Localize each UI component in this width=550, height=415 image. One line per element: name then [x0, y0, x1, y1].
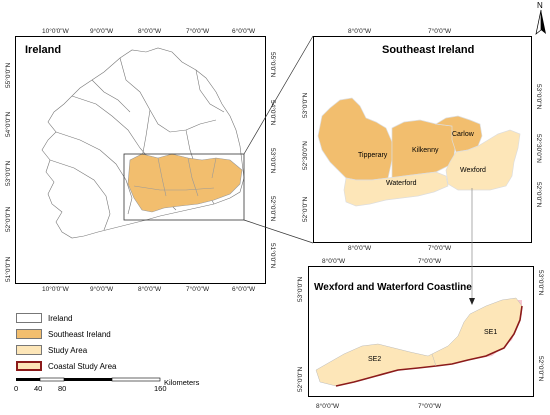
connector-line-bottom — [243, 219, 314, 244]
ireland-bottom-tick: 6°0'0"W — [232, 286, 256, 293]
legend-label: Ireland — [48, 313, 73, 323]
scale-bar-graphic — [16, 377, 161, 382]
legend-item-study-area: Study Area — [16, 345, 87, 355]
southeast-right-tick: 52°30'0"N — [535, 134, 542, 163]
scale-unit-label: Kilometers — [164, 378, 200, 387]
legend-label: Southeast Ireland — [48, 329, 111, 339]
ireland-top-tick: 10°0'0"W — [42, 28, 69, 35]
legend-label: Study Area — [48, 345, 88, 355]
ireland-right-tick: 52°0'0"N — [269, 196, 276, 222]
scale-tick-label: 80 — [58, 384, 67, 393]
southeast-top-tick: 7°0'0"W — [428, 28, 452, 35]
ireland-right-tick: 51°0'0"N — [269, 243, 276, 269]
connector-line-top — [243, 35, 314, 155]
legend-swatch-coastal-study-area — [16, 361, 42, 371]
coastline-top-tick: 7°0'0"W — [418, 258, 442, 265]
county-label-kilkenny: Kilkenny — [412, 147, 439, 154]
coastline-left-tick: 53°0'0"N — [297, 276, 304, 302]
ireland-right-tick: 54°0'0"N — [269, 100, 276, 126]
legend-item-coastal-study-area: Coastal Study Area — [16, 361, 116, 371]
southeast-counties — [317, 97, 521, 207]
southeast-bottom-tick: 8°0'0"W — [348, 245, 372, 252]
county-label-carlow: Carlow — [452, 131, 474, 138]
coastline-top-tick: 8°0'0"W — [322, 258, 346, 265]
site-label-se1: SE1 — [484, 329, 498, 336]
north-arrow-icon — [535, 9, 546, 35]
legend-label: Coastal Study Area — [48, 361, 117, 371]
legend-swatch-ireland — [16, 313, 42, 323]
southeast-map-title: Southeast Ireland — [382, 44, 475, 56]
scale-tick-label: 0 — [14, 384, 19, 393]
coastline-pointer-arrow — [469, 188, 475, 305]
legend-item-southeast: Southeast Ireland — [16, 329, 111, 339]
site-label-se2: SE2 — [368, 356, 382, 363]
county-wexford-shape — [445, 129, 521, 191]
ireland-top-tick: 8°0'0"W — [138, 28, 162, 35]
coastline-bottom-tick: 8°0'0"W — [316, 403, 340, 410]
scale-tick-label: 40 — [34, 384, 43, 393]
ireland-southeast-region — [127, 153, 243, 213]
ireland-left-tick: 53°0'0"N — [5, 160, 12, 186]
county-label-tipperary: Tipperary — [358, 152, 388, 159]
county-label-waterford: Waterford — [386, 180, 417, 187]
southeast-bottom-tick: 7°0'0"W — [428, 245, 452, 252]
ireland-map-title: Ireland — [25, 44, 62, 56]
ireland-right-tick: 53°0'0"N — [269, 148, 276, 174]
coastline-study-area — [315, 297, 523, 387]
southeast-right-tick: 52°0'0"N — [535, 182, 542, 208]
scale-tick-label: 160 — [154, 384, 167, 393]
ireland-bottom-tick: 9°0'0"W — [90, 286, 114, 293]
county-tipperary-shape — [317, 97, 393, 181]
coastline-left-tick: 52°0'0"N — [297, 366, 304, 392]
coastline-bottom-tick: 7°0'0"W — [418, 403, 442, 410]
southeast-left-tick: 53°0'0"N — [302, 92, 309, 118]
southeast-top-tick: 8°0'0"W — [348, 28, 372, 35]
ireland-left-tick: 52°0'0"N — [5, 206, 12, 232]
coastline-right-tick: 52°0'0"N — [537, 356, 544, 382]
legend-swatch-study-area — [16, 345, 42, 355]
ireland-top-tick: 9°0'0"W — [90, 28, 114, 35]
ireland-left-tick: 55°0'0"N — [5, 62, 12, 88]
ireland-left-tick: 51°0'0"N — [5, 256, 12, 282]
southeast-left-tick: 52°0'0"N — [302, 196, 309, 222]
ireland-bottom-tick: 7°0'0"W — [186, 286, 210, 293]
county-label-wexford: Wexford — [460, 167, 486, 174]
ireland-bottom-tick: 10°0'0"W — [42, 286, 69, 293]
coastline-map-title: Wexford and Waterford Coastline — [314, 282, 472, 293]
ireland-zoom-rectangle — [123, 153, 245, 221]
ireland-bottom-tick: 8°0'0"W — [138, 286, 162, 293]
north-arrow-label: N — [537, 1, 543, 10]
ireland-right-tick: 55°0'0"N — [269, 52, 276, 78]
legend-swatch-southeast — [16, 329, 42, 339]
southeast-left-tick: 52°30'0"N — [302, 141, 309, 170]
ireland-top-tick: 6°0'0"W — [232, 28, 256, 35]
southeast-right-tick: 53°0'0"N — [535, 84, 542, 110]
coastline-right-tick: 53°0'0"N — [537, 270, 544, 296]
county-waterford-shape — [343, 171, 449, 207]
ireland-left-tick: 54°0'0"N — [5, 111, 12, 137]
legend-item-ireland: Ireland — [16, 313, 72, 323]
ireland-top-tick: 7°0'0"W — [186, 28, 210, 35]
county-carlow-shape — [434, 115, 483, 153]
